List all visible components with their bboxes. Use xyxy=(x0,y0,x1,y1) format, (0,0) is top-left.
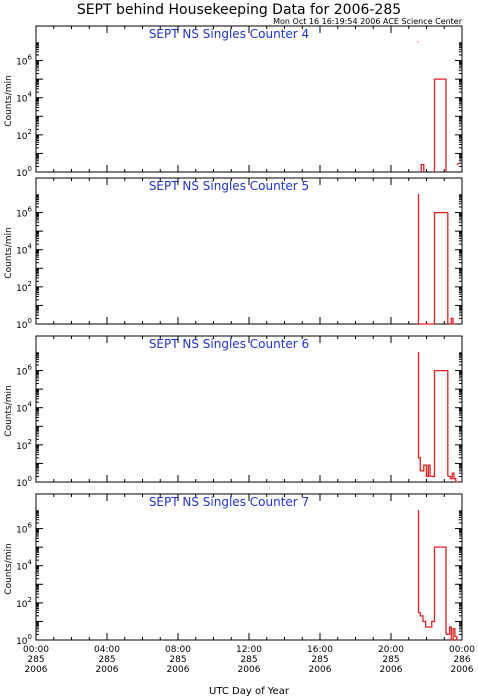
y-tick-label: 100 xyxy=(16,475,32,489)
series-line xyxy=(447,472,458,483)
y-tick-label: 100 xyxy=(16,633,32,647)
panel-title: SEPT NS Singles Counter 6 xyxy=(149,337,309,351)
y-tick-label: 102 xyxy=(16,280,32,294)
x-tick-label: 08:00 xyxy=(165,645,191,655)
plot-frame xyxy=(35,493,463,641)
series-line xyxy=(420,211,448,325)
panel-1: SEPT NS Singles Counter 4 Counts/min 100 10… xyxy=(4,25,463,179)
series-line xyxy=(420,163,425,172)
y-tick-label: 104 xyxy=(16,91,32,105)
x-tick-label: 2006 xyxy=(309,665,332,675)
panels: SEPT NS Singles Counter 4 Counts/min 100 10… xyxy=(4,25,463,647)
y-tick-label: 102 xyxy=(16,128,32,142)
y-tick-label: 100 xyxy=(16,317,32,331)
series-line xyxy=(417,352,449,478)
x-tick-label: 285 xyxy=(311,655,328,665)
x-tick-label: 12:00 xyxy=(236,645,262,655)
y-tick-label: 100 xyxy=(16,165,32,179)
y-axis-label: Counts/min xyxy=(4,75,14,126)
x-tick-label: 2006 xyxy=(451,665,474,675)
series-line xyxy=(446,626,459,641)
plot-frame xyxy=(35,177,463,325)
x-tick-label: 2006 xyxy=(96,665,119,675)
x-tick-label: 285 xyxy=(98,655,115,665)
y-tick-label: 104 xyxy=(16,559,32,573)
y-tick-label: 102 xyxy=(16,438,32,452)
x-tick-label: 16:00 xyxy=(307,645,333,655)
plot-frame xyxy=(35,335,463,483)
timestamp: Mon Oct 16 16:19:54 2006 ACE Science Cen… xyxy=(273,17,463,26)
x-axis-labels: 00:00285200604:00285200608:00285200612:0… xyxy=(23,645,475,675)
series-line xyxy=(433,78,447,172)
x-tick-label: 04:00 xyxy=(94,645,120,655)
panel-title: SEPT NS Singles Counter 5 xyxy=(149,179,309,193)
x-tick-label: 286 xyxy=(453,655,470,665)
x-tick-label: 285 xyxy=(27,655,44,665)
panel-title: SEPT NS Singles Counter 7 xyxy=(149,495,309,509)
y-axis-label: Counts/min xyxy=(4,385,14,436)
x-tick-label: 2006 xyxy=(238,665,261,675)
y-tick-label: 104 xyxy=(16,401,32,415)
panel-title: SEPT NS Singles Counter 4 xyxy=(149,27,309,41)
y-axis-label: Counts/min xyxy=(4,227,14,278)
series-line xyxy=(417,194,421,325)
x-axis-title: UTC Day of Year xyxy=(209,686,290,697)
y-tick-label: 106 xyxy=(16,364,32,378)
x-tick-label: 2006 xyxy=(380,665,403,675)
series-line xyxy=(456,162,460,166)
x-tick-label: 285 xyxy=(240,655,257,665)
y-tick-label: 106 xyxy=(16,522,32,536)
panel-3: SEPT NS Singles Counter 6 Counts/min 100 10… xyxy=(4,335,463,489)
plot-frame xyxy=(35,25,463,173)
y-tick-label: 106 xyxy=(16,206,32,220)
series-line xyxy=(449,317,455,325)
x-tick-label: 285 xyxy=(382,655,399,665)
x-tick-label: 285 xyxy=(169,655,186,665)
panel-2: SEPT NS Singles Counter 5 Counts/min 100 10… xyxy=(4,177,463,331)
panel-4: SEPT NS Singles Counter 7 Counts/min 100 10… xyxy=(4,493,463,647)
series-line xyxy=(417,510,447,635)
y-axis-label: Counts/min xyxy=(4,543,14,594)
y-tick-label: 104 xyxy=(16,243,32,257)
figure-title: SEPT behind Housekeeping Data for 2006-2… xyxy=(77,2,401,18)
x-tick-label: 00:00 xyxy=(23,645,49,655)
x-tick-label: 2006 xyxy=(25,665,48,675)
y-tick-label: 102 xyxy=(16,596,32,610)
x-tick-label: 00:00 xyxy=(449,645,475,655)
x-tick-label: 2006 xyxy=(167,665,190,675)
x-tick-label: 20:00 xyxy=(378,645,404,655)
y-tick-label: 106 xyxy=(16,54,32,68)
